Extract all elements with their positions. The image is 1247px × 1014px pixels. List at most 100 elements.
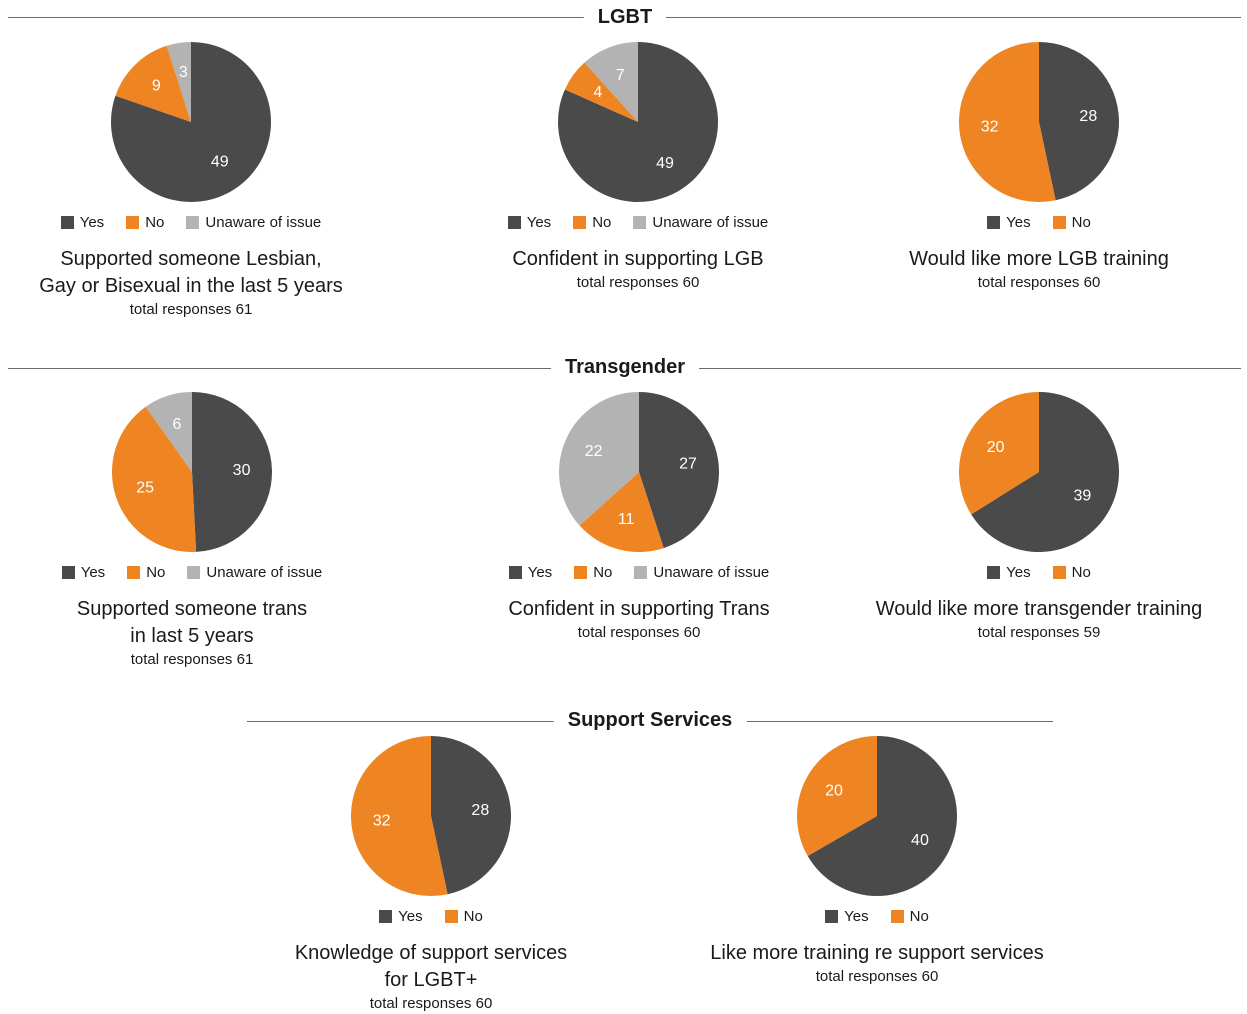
total-responses: total responses 60 <box>977 274 1101 291</box>
legend-item-no: No <box>890 907 929 925</box>
legend-label: No <box>1071 563 1091 581</box>
legend: Yes No Unaware of issue <box>11 212 371 232</box>
total-responses: total responses 60 <box>369 995 493 1012</box>
pie-chart: 40 20 <box>797 736 957 896</box>
legend-swatch <box>127 565 141 579</box>
pie-slice-no <box>959 42 1056 202</box>
data-label: 20 <box>987 439 1005 456</box>
legend-swatch <box>634 565 648 579</box>
legend-label: Yes <box>1006 563 1031 581</box>
legend-label: Unaware of issue <box>653 563 770 581</box>
pie-chart: 49 9 3 <box>110 42 271 203</box>
chart-title-line: Gay or Bisexual in the last 5 years <box>39 275 343 297</box>
total-responses: total responses 60 <box>576 274 700 291</box>
legend-label: Unaware of issue <box>206 563 323 581</box>
legend-label: Yes <box>527 563 553 581</box>
data-label: 32 <box>981 118 999 135</box>
legend-label: No <box>909 907 929 925</box>
legend-item-no: No <box>444 908 483 925</box>
pie-slice-yes <box>807 736 957 896</box>
legend-item-unaware: Unaware of issue <box>633 214 768 231</box>
legend-swatch <box>187 565 201 579</box>
data-label: 22 <box>585 443 603 460</box>
pie-slice-no <box>959 392 1039 515</box>
pie-slice-no <box>579 472 664 552</box>
support-services-section-title: Support Services <box>553 709 747 732</box>
chart-title-line: Supported someone Lesbian, <box>60 248 322 270</box>
legend: Yes No Unaware of issue <box>12 562 372 582</box>
pie-slice-yes <box>110 42 271 203</box>
legend-item-yes: Yes <box>60 213 105 231</box>
chart-panel: 49 4 7 Yes No Unaware of issue Confident in su… <box>458 40 818 293</box>
data-label: 11 <box>618 511 635 528</box>
legend-label: Unaware of issue <box>652 213 769 231</box>
legend-swatch <box>508 565 522 579</box>
chart-title-line: Would like more transgender training <box>875 598 1203 620</box>
legend-swatch <box>574 565 588 579</box>
legend-item-unaware: Unaware of issue <box>634 564 769 581</box>
legend-swatch <box>1052 215 1066 229</box>
transgender-section-title: Transgender <box>550 356 700 379</box>
legend-swatch <box>379 909 393 923</box>
data-label: 28 <box>1079 108 1097 125</box>
legend-swatch <box>987 215 1001 229</box>
pie-slice-unaware <box>166 42 191 122</box>
chart-title-line: Like more training re support services <box>710 942 1044 964</box>
legend-label: Yes <box>79 213 105 231</box>
data-label: 4 <box>593 84 602 101</box>
chart-panel: 39 20 Yes No Would like more transgender tra… <box>859 390 1219 643</box>
total-responses: total responses 61 <box>130 651 254 668</box>
pie-chart: 39 20 <box>959 392 1119 552</box>
pie-slice-no <box>797 736 877 856</box>
chart-title-line: Supported someone trans <box>76 598 308 620</box>
pie-slice-unaware <box>584 42 638 122</box>
data-label: 3 <box>179 64 188 81</box>
legend-swatch <box>444 909 458 923</box>
chart-title-line: Knowledge of support services <box>294 942 568 964</box>
pie-slice-yes <box>431 736 511 895</box>
legend-item-unaware: Unaware of issue <box>186 214 321 231</box>
chart-panel: 27 11 22 Yes No Unaware of issue Confident in … <box>459 390 819 643</box>
legend-swatch <box>987 565 1001 579</box>
data-label: 7 <box>616 67 625 84</box>
legend-swatch <box>573 215 587 229</box>
chart-title: Supported someone Lesbian, Gay or Bisexua… <box>11 246 371 320</box>
pie-slice-yes <box>1039 42 1119 201</box>
data-label: 32 <box>373 812 391 829</box>
chart-title-line: Would like more LGB training <box>909 248 1169 270</box>
data-label: 20 <box>825 782 843 799</box>
legend-item-no: No <box>574 564 612 581</box>
pie-slice-no <box>112 406 197 552</box>
legend-label: No <box>146 563 166 581</box>
chart-title: Supported someone trans in last 5 years to… <box>12 596 372 670</box>
legend-label: Unaware of issue <box>205 213 322 231</box>
pie-slice-no <box>115 45 191 122</box>
pie-slice-unaware <box>559 392 639 526</box>
legend-label: No <box>592 213 612 231</box>
legend-swatch <box>126 215 140 229</box>
chart-title-line: Confident in supporting Trans <box>508 598 770 620</box>
legend-label: No <box>145 213 165 231</box>
legend: Yes No Unaware of issue <box>459 562 819 582</box>
data-label: 9 <box>152 78 161 95</box>
chart-title: Like more training re support services to… <box>697 940 1057 987</box>
chart-panel: 28 32 Yes No Knowledge of support services fo… <box>251 734 611 1014</box>
total-responses: total responses 61 <box>129 301 253 318</box>
chart-title-line: Confident in supporting LGB <box>512 248 764 270</box>
data-label: 49 <box>211 154 229 171</box>
chart-panel: 28 32 Yes No Would like more LGB training tot… <box>859 40 1219 293</box>
legend: Yes No <box>697 906 1057 926</box>
pie-slice-unaware <box>145 392 192 472</box>
legend-item-yes: Yes <box>987 214 1031 231</box>
legend-item-no: No <box>573 214 611 231</box>
legend: Yes No <box>859 562 1219 582</box>
chart-title: Knowledge of support services for LGBT+ to… <box>251 940 611 1014</box>
legend: Yes No Unaware of issue <box>458 212 818 232</box>
legend-label: No <box>593 563 613 581</box>
total-responses: total responses 60 <box>815 968 939 985</box>
legend-label: Yes <box>80 563 106 581</box>
chart-title: Confident in supporting LGB total respons… <box>458 246 818 293</box>
pie-slice-yes <box>971 392 1119 552</box>
legend-item-yes: Yes <box>61 563 106 581</box>
legend-item-yes: Yes <box>379 908 423 925</box>
